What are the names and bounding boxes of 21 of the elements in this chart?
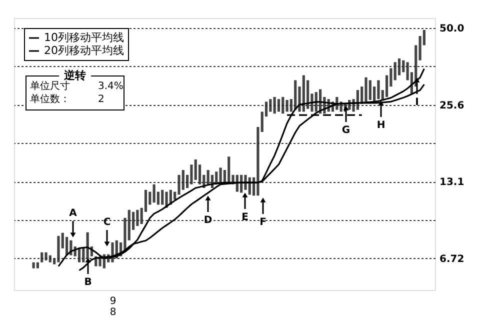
annotation: F xyxy=(260,217,266,228)
annotation: A xyxy=(69,208,78,219)
annotation: 逆转 xyxy=(63,69,86,82)
annotation: C xyxy=(103,217,111,228)
annotation: 单位数： xyxy=(30,93,70,105)
text: 9 8 xyxy=(110,296,116,318)
annotation: E xyxy=(242,212,249,223)
y-tick-label: 25.6 xyxy=(440,100,464,112)
annotation: 2 xyxy=(98,94,104,105)
legend-label: 10列移动平均线 xyxy=(44,31,124,44)
annotation: 3.4% xyxy=(98,81,124,92)
legend-label: 20列移动平均线 xyxy=(44,44,124,57)
y-tick-label: 50.0 xyxy=(440,23,464,34)
annotation: D xyxy=(204,215,212,226)
y-tick-label: 6.72 xyxy=(440,254,464,265)
annotation: H xyxy=(376,120,386,131)
annotation: B xyxy=(84,277,92,288)
annotation: 单位尺寸 xyxy=(30,80,70,92)
y-tick-label: 13.1 xyxy=(440,177,464,188)
annotation: G xyxy=(342,125,350,136)
annotation: I xyxy=(415,97,419,108)
